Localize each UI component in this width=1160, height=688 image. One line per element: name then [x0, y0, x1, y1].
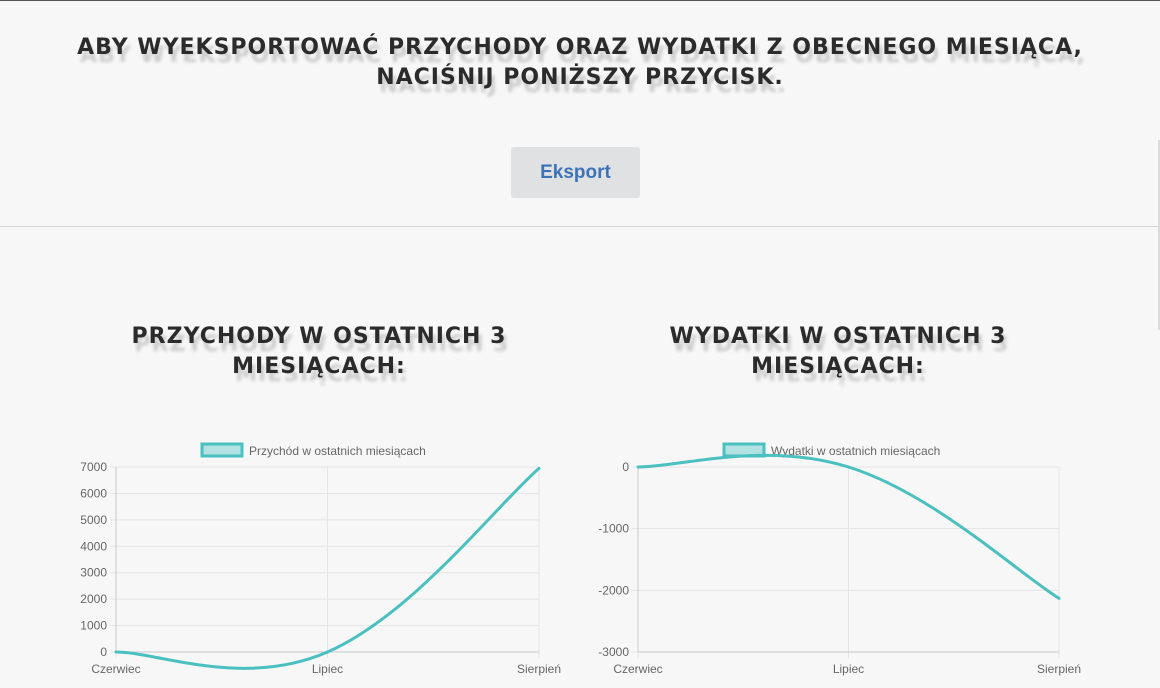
y-tick-label: 4000: [80, 539, 107, 553]
x-tick-label: Sierpień: [1037, 662, 1081, 676]
y-tick-label: 3000: [80, 566, 107, 580]
expenses-chart-title: Wydatki w ostatnich 3 miesiącach:: [669, 324, 1007, 379]
data-point[interactable]: [847, 465, 850, 469]
scrollbar[interactable]: [1158, 140, 1160, 330]
y-tick-label: 5000: [80, 513, 107, 527]
x-tick-label: Czerwiec: [613, 662, 662, 676]
y-tick-label: 0: [100, 645, 107, 659]
x-tick-label: Lipiec: [312, 662, 343, 676]
data-point[interactable]: [537, 466, 541, 470]
y-tick-label: 7000: [80, 460, 107, 474]
y-tick-label: 6000: [80, 486, 107, 500]
y-tick-label: 1000: [80, 619, 107, 633]
x-tick-label: Lipiec: [833, 662, 864, 676]
data-point[interactable]: [1057, 596, 1061, 600]
data-point[interactable]: [326, 650, 329, 654]
top-border: [0, 0, 1160, 1]
y-tick-label: -1000: [598, 522, 629, 536]
section-divider: [0, 226, 1160, 227]
export-button[interactable]: Eksport: [511, 147, 640, 198]
data-point[interactable]: [114, 650, 118, 654]
legend-label[interactable]: Przychód w ostatnich miesiącach: [249, 444, 426, 458]
legend-swatch[interactable]: [200, 442, 244, 458]
income-chart-title: Przychody w ostatnich 3 miesiącach:: [131, 324, 507, 379]
export-section: Aby wyeksportować przychody oraz wydatki…: [0, 1, 1160, 226]
y-tick-label: -3000: [598, 645, 629, 659]
data-point[interactable]: [636, 465, 640, 469]
income-chart: Przychód w ostatnich miesiącach 0 1000 2000…: [80, 442, 561, 676]
x-tick-label: Sierpień: [517, 662, 561, 676]
expenses-chart: Wydatki w ostatnich miesiącach 0 -1000 -200…: [598, 442, 1081, 676]
x-tick-label: Czerwiec: [91, 662, 140, 676]
y-tick-label: 2000: [80, 592, 107, 606]
y-tick-label: 0: [622, 460, 629, 474]
legend-label[interactable]: Wydatki w ostatnich miesiącach: [771, 444, 940, 458]
export-heading: Aby wyeksportować przychody oraz wydatki…: [77, 35, 1083, 90]
y-tick-label: -2000: [598, 583, 629, 597]
